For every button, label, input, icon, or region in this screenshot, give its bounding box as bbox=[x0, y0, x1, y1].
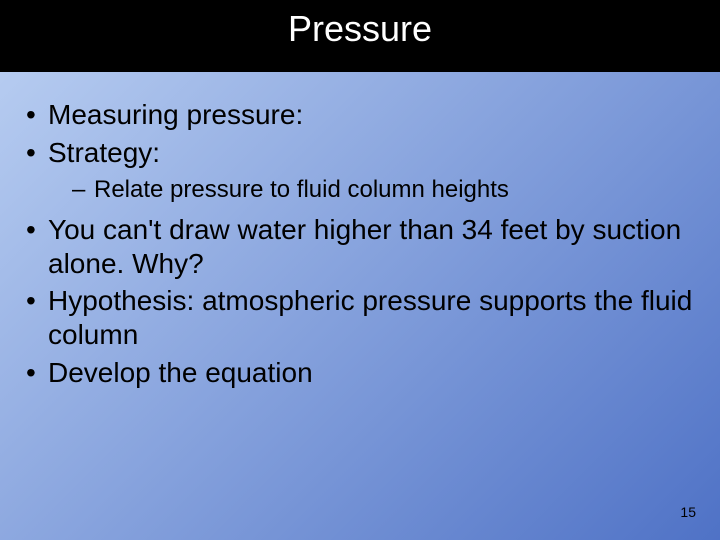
sub-bullet-item: Relate pressure to fluid column heights bbox=[48, 175, 696, 205]
bullet-item: Hypothesis: atmospheric pressure support… bbox=[24, 284, 696, 351]
bullet-text: Measuring pressure: bbox=[48, 99, 303, 130]
title-bar: Pressure bbox=[0, 0, 720, 72]
bullet-item: You can't draw water higher than 34 feet… bbox=[24, 213, 696, 280]
bullet-list: Measuring pressure: Strategy: Relate pre… bbox=[24, 98, 696, 389]
bullet-text: Hypothesis: atmospheric pressure support… bbox=[48, 285, 692, 350]
bullet-item: Develop the equation bbox=[24, 356, 696, 390]
slide-title: Pressure bbox=[0, 8, 720, 50]
bullet-item: Strategy: Relate pressure to fluid colum… bbox=[24, 136, 696, 206]
sub-bullet-list: Relate pressure to fluid column heights bbox=[48, 175, 696, 205]
bullet-text: Strategy: bbox=[48, 137, 160, 168]
bullet-text: You can't draw water higher than 34 feet… bbox=[48, 214, 681, 279]
slide-body: Measuring pressure: Strategy: Relate pre… bbox=[0, 72, 720, 389]
bullet-item: Measuring pressure: bbox=[24, 98, 696, 132]
sub-bullet-text: Relate pressure to fluid column heights bbox=[94, 176, 509, 203]
slide: Pressure Measuring pressure: Strategy: R… bbox=[0, 0, 720, 540]
page-number: 15 bbox=[680, 504, 696, 520]
bullet-text: Develop the equation bbox=[48, 357, 313, 388]
